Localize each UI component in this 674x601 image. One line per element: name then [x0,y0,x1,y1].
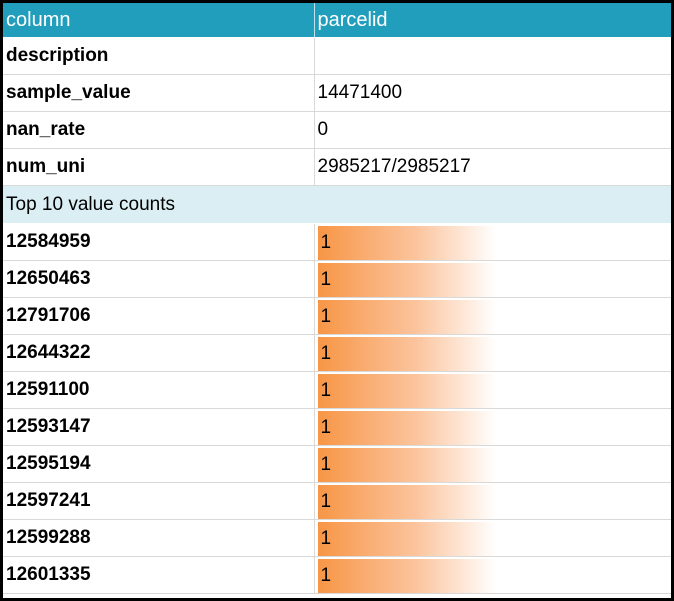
count-label: 1 [320,416,332,438]
count-label: 1 [320,453,332,475]
value-label: 12597241 [3,482,315,520]
count-cell: 1 [314,334,672,372]
meta-row-sample-value: sample_value 14471400 [3,74,671,112]
column-summary-table: column parcelid description sample_value… [3,3,671,594]
count-cell: 1 [314,371,672,409]
count-bar-wrap: 1 [317,336,672,371]
count-cell: 1 [314,223,672,261]
value-label: 12601335 [3,556,315,594]
count-label: 1 [320,305,332,327]
header-row: column parcelid [3,3,671,38]
header-column-label: column [3,3,315,38]
meta-key: description [3,37,315,75]
count-cell: 1 [314,482,672,520]
count-cell: 1 [314,445,672,483]
count-cell: 1 [314,556,672,594]
value-label: 12791706 [3,297,315,335]
count-label: 1 [320,231,332,253]
header-column-name: parcelid [314,3,671,38]
value-count-row: 12599288 1 [3,519,672,557]
count-bar-wrap: 1 [317,558,672,593]
count-bar-wrap: 1 [317,225,672,260]
value-count-row: 12650463 1 [3,260,672,298]
count-bar [317,262,496,297]
count-label: 1 [320,268,332,290]
value-label: 12591100 [3,371,315,409]
meta-value: 0 [314,111,671,149]
count-cell: 1 [314,408,672,446]
count-bar-wrap: 1 [317,299,672,334]
count-bar-wrap: 1 [317,484,672,519]
count-bar [317,558,496,593]
count-cell: 1 [314,297,672,335]
count-bar [317,484,496,519]
meta-key: nan_rate [3,111,315,149]
value-label: 12595194 [3,445,315,483]
count-bar-wrap: 1 [317,447,672,482]
section-title: Top 10 value counts [3,185,671,224]
section-row: Top 10 value counts [3,185,671,224]
value-label: 12644322 [3,334,315,372]
value-count-row: 12595194 1 [3,445,672,483]
count-bar [317,521,496,556]
count-bar-wrap: 1 [317,262,672,297]
meta-value [314,37,671,75]
value-label: 12584959 [3,223,315,261]
value-label: 12599288 [3,519,315,557]
count-label: 1 [320,564,332,586]
meta-row-description: description [3,37,671,75]
value-count-row: 12791706 1 [3,297,672,335]
count-label: 1 [320,379,332,401]
count-label: 1 [320,342,332,364]
meta-key: sample_value [3,74,315,112]
count-bar [317,299,496,334]
value-count-row: 12584959 1 [3,223,672,261]
meta-value: 2985217/2985217 [314,148,671,186]
count-bar [317,410,496,445]
value-count-row: 12593147 1 [3,408,672,446]
count-bar [317,336,496,371]
value-count-row: 12597241 1 [3,482,672,520]
count-bar-wrap: 1 [317,410,672,445]
count-bar [317,225,496,260]
count-label: 1 [320,490,332,512]
count-cell: 1 [314,260,672,298]
meta-value: 14471400 [314,74,671,112]
count-cell: 1 [314,519,672,557]
meta-row-num-uni: num_uni 2985217/2985217 [3,148,671,186]
count-bar [317,447,496,482]
count-label: 1 [320,527,332,549]
value-count-row: 12644322 1 [3,334,672,372]
count-bar [317,373,496,408]
value-count-row: 12601335 1 [3,556,672,594]
value-count-row: 12591100 1 [3,371,672,409]
count-bar-wrap: 1 [317,521,672,556]
meta-row-nan-rate: nan_rate 0 [3,111,671,149]
count-bar-wrap: 1 [317,373,672,408]
meta-key: num_uni [3,148,315,186]
value-label: 12593147 [3,408,315,446]
value-label: 12650463 [3,260,315,298]
